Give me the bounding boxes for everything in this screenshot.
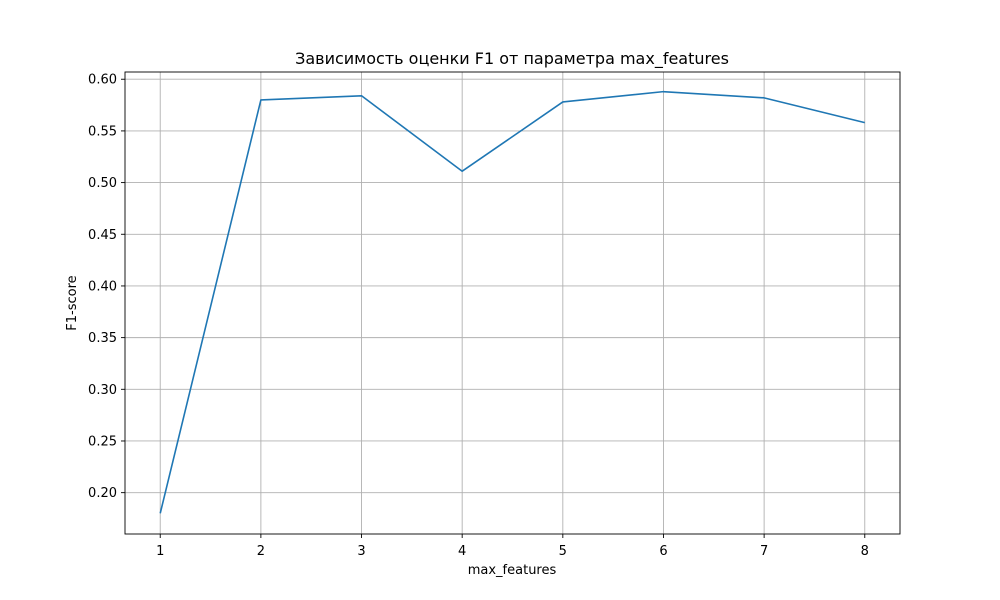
x-tick-label: 2 <box>257 544 265 559</box>
y-tick-label: 0.60 <box>88 73 117 88</box>
y-tick-label: 0.45 <box>88 228 117 243</box>
x-tick-label: 6 <box>659 544 667 559</box>
y-tick-label: 0.40 <box>88 279 117 294</box>
axes-frame <box>124 71 901 535</box>
y-tick-label: 0.20 <box>88 486 117 501</box>
y-tick-label: 0.30 <box>88 383 117 398</box>
y-axis-label: F1-score <box>65 275 80 330</box>
y-tick-label: 0.35 <box>88 331 117 346</box>
x-tick-label: 8 <box>861 544 869 559</box>
y-tick-label: 0.55 <box>88 124 117 139</box>
chart-title: Зависимость оценки F1 от параметра max_f… <box>295 49 729 69</box>
x-tick-label: 3 <box>357 544 365 559</box>
x-tick-label: 7 <box>760 544 768 559</box>
x-axis-label: max_features <box>468 563 557 578</box>
x-tick-label: 4 <box>458 544 466 559</box>
y-tick-label: 0.25 <box>88 434 117 449</box>
series-line-0 <box>159 90 865 514</box>
y-tick-label: 0.50 <box>88 176 117 191</box>
series-layer <box>159 90 865 514</box>
ticks: 1 2 3 4 5 6 7 8 0.20 0.25 0.30 0.35 0.40 0.45 0.50 0.55… <box>88 73 869 559</box>
grid <box>125 72 900 534</box>
x-tick-label: 5 <box>559 544 567 559</box>
x-tick-label: 1 <box>156 544 164 559</box>
